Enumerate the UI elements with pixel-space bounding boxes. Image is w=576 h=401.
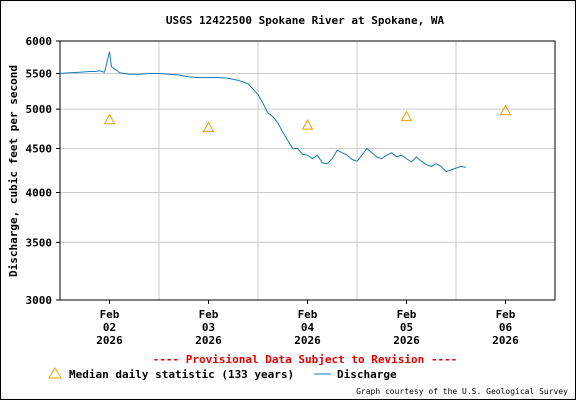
plot-area-border bbox=[59, 40, 556, 301]
x-tick-label: 06 bbox=[499, 321, 513, 334]
median-marker bbox=[301, 119, 314, 130]
median-marker bbox=[202, 121, 215, 133]
x-tick-label: 04 bbox=[301, 321, 315, 334]
legend-median-label: Median daily statistic (133 years) bbox=[69, 368, 294, 381]
x-tick-label: 2026 bbox=[96, 334, 123, 347]
median-markers bbox=[103, 104, 512, 133]
y-tick-label: 6000 bbox=[26, 35, 53, 48]
x-tick-label: 02 bbox=[103, 321, 116, 334]
x-tick-label: 2026 bbox=[294, 334, 321, 347]
y-axis-label: Discharge, cubic feet per second bbox=[7, 65, 20, 277]
x-tick-label: 03 bbox=[202, 321, 215, 334]
median-marker bbox=[499, 104, 512, 116]
grid-lines bbox=[60, 41, 555, 300]
median-marker bbox=[400, 110, 413, 122]
legend-discharge-label: Discharge bbox=[337, 368, 397, 381]
x-tick-label: 2026 bbox=[195, 334, 222, 347]
x-tick-label: Feb bbox=[496, 308, 516, 321]
y-tick-label: 3000 bbox=[26, 294, 53, 307]
y-axis-ticks: 3000 3500 4000 4500 5000 5500 6000 bbox=[26, 35, 60, 307]
x-tick-label: 05 bbox=[400, 321, 413, 334]
y-tick-label: 4000 bbox=[26, 187, 53, 200]
y-tick-label: 5000 bbox=[26, 103, 53, 116]
x-tick-label: 2026 bbox=[393, 334, 420, 347]
y-tick-label: 5500 bbox=[26, 68, 53, 81]
x-tick-label: Feb bbox=[397, 308, 417, 321]
x-tick-label: Feb bbox=[199, 308, 219, 321]
x-axis-ticks: Feb022026Feb032026Feb042026Feb052026Feb0… bbox=[96, 300, 519, 347]
discharge-series-line bbox=[59, 51, 466, 173]
x-tick-label: Feb bbox=[298, 308, 318, 321]
x-tick-label: Feb bbox=[100, 308, 120, 321]
legend-triangle-icon bbox=[48, 367, 62, 379]
y-tick-label: 4500 bbox=[26, 142, 53, 155]
x-tick-label: 2026 bbox=[492, 334, 519, 347]
provisional-annotation: ---- Provisional Data Subject to Revisio… bbox=[153, 353, 458, 366]
chart-title: USGS 12422500 Spokane River at Spokane, … bbox=[166, 14, 445, 27]
usgs-credit: Graph courtesy of the U.S. Geological Su… bbox=[356, 387, 568, 396]
y-tick-label: 3500 bbox=[26, 236, 53, 249]
median-marker bbox=[103, 113, 116, 125]
legend: Median daily statistic (133 years) Disch… bbox=[48, 367, 397, 381]
